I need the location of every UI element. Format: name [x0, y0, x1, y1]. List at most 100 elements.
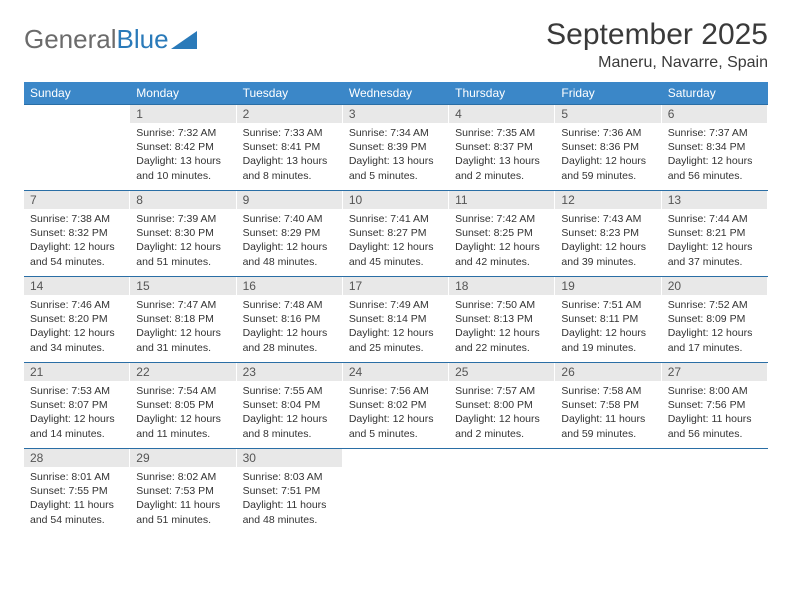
day-details: Sunrise: 7:57 AMSunset: 8:00 PMDaylight:… [449, 381, 555, 445]
sunset-line: Sunset: 8:13 PM [455, 312, 549, 326]
daylight-line: Daylight: 11 hours and 59 minutes. [561, 412, 655, 440]
day-number: 3 [343, 105, 449, 123]
daylight-line: Daylight: 12 hours and 11 minutes. [136, 412, 230, 440]
sunset-line: Sunset: 8:32 PM [30, 226, 124, 240]
day-details: Sunrise: 7:58 AMSunset: 7:58 PMDaylight:… [555, 381, 661, 445]
sunrise-line: Sunrise: 7:57 AM [455, 384, 549, 398]
day-details: Sunrise: 8:03 AMSunset: 7:51 PMDaylight:… [237, 467, 343, 531]
daylight-line: Daylight: 12 hours and 45 minutes. [349, 240, 443, 268]
sunrise-line: Sunrise: 7:38 AM [30, 212, 124, 226]
day-details: Sunrise: 7:53 AMSunset: 8:07 PMDaylight:… [24, 381, 130, 445]
daylight-line: Daylight: 12 hours and 39 minutes. [561, 240, 655, 268]
day-details: Sunrise: 8:02 AMSunset: 7:53 PMDaylight:… [130, 467, 236, 531]
day-cell: 19Sunrise: 7:51 AMSunset: 8:11 PMDayligh… [555, 277, 661, 363]
daylight-line: Daylight: 12 hours and 19 minutes. [561, 326, 655, 354]
day-details: Sunrise: 7:33 AMSunset: 8:41 PMDaylight:… [237, 123, 343, 187]
day-details: Sunrise: 7:39 AMSunset: 8:30 PMDaylight:… [130, 209, 236, 273]
daylight-line: Daylight: 11 hours and 51 minutes. [136, 498, 230, 526]
day-cell: 30Sunrise: 8:03 AMSunset: 7:51 PMDayligh… [237, 449, 343, 535]
sunset-line: Sunset: 8:27 PM [349, 226, 443, 240]
day-cell: 11Sunrise: 7:42 AMSunset: 8:25 PMDayligh… [449, 191, 555, 277]
daylight-line: Daylight: 13 hours and 10 minutes. [136, 154, 230, 182]
daylight-line: Daylight: 11 hours and 48 minutes. [243, 498, 337, 526]
day-number: 21 [24, 363, 130, 381]
sunset-line: Sunset: 8:42 PM [136, 140, 230, 154]
sunrise-line: Sunrise: 7:32 AM [136, 126, 230, 140]
day-number: 13 [662, 191, 768, 209]
day-details: Sunrise: 7:44 AMSunset: 8:21 PMDaylight:… [662, 209, 768, 273]
day-details: Sunrise: 7:37 AMSunset: 8:34 PMDaylight:… [662, 123, 768, 187]
sunset-line: Sunset: 8:05 PM [136, 398, 230, 412]
weekday-header: Sunday [24, 82, 130, 105]
sunset-line: Sunset: 8:25 PM [455, 226, 549, 240]
day-number: 18 [449, 277, 555, 295]
daylight-line: Daylight: 12 hours and 5 minutes. [349, 412, 443, 440]
day-cell: 5Sunrise: 7:36 AMSunset: 8:36 PMDaylight… [555, 105, 661, 191]
sunrise-line: Sunrise: 7:40 AM [243, 212, 337, 226]
day-number: 24 [343, 363, 449, 381]
daylight-line: Daylight: 12 hours and 54 minutes. [30, 240, 124, 268]
daylight-line: Daylight: 13 hours and 8 minutes. [243, 154, 337, 182]
daylight-line: Daylight: 12 hours and 14 minutes. [30, 412, 124, 440]
day-details: Sunrise: 7:52 AMSunset: 8:09 PMDaylight:… [662, 295, 768, 359]
calendar-page: GeneralBlue September 2025 Maneru, Navar… [0, 0, 792, 535]
day-cell: 1 Sunrise: 7:32 AMSunset: 8:42 PMDaylight… [130, 105, 236, 191]
day-details: Sunrise: 7:47 AMSunset: 8:18 PMDaylight:… [130, 295, 236, 359]
day-number: 2 [237, 105, 343, 123]
sunset-line: Sunset: 8:34 PM [668, 140, 762, 154]
day-details: Sunrise: 7:34 AMSunset: 8:39 PMDaylight:… [343, 123, 449, 187]
sunset-line: Sunset: 7:56 PM [668, 398, 762, 412]
sunrise-line: Sunrise: 7:44 AM [668, 212, 762, 226]
weekday-header: Wednesday [343, 82, 449, 105]
day-cell: 29Sunrise: 8:02 AMSunset: 7:53 PMDayligh… [130, 449, 236, 535]
sunrise-line: Sunrise: 7:55 AM [243, 384, 337, 398]
day-details: Sunrise: 7:41 AMSunset: 8:27 PMDaylight:… [343, 209, 449, 273]
day-cell: 15Sunrise: 7:47 AMSunset: 8:18 PMDayligh… [130, 277, 236, 363]
weekday-header: Monday [130, 82, 236, 105]
sunrise-line: Sunrise: 8:02 AM [136, 470, 230, 484]
day-details: Sunrise: 7:51 AMSunset: 8:11 PMDaylight:… [555, 295, 661, 359]
sunset-line: Sunset: 8:30 PM [136, 226, 230, 240]
sunrise-line: Sunrise: 7:41 AM [349, 212, 443, 226]
calendar-header-row: SundayMondayTuesdayWednesdayThursdayFrid… [24, 82, 768, 105]
day-details: Sunrise: 7:38 AMSunset: 8:32 PMDaylight:… [24, 209, 130, 273]
day-cell: 8Sunrise: 7:39 AMSunset: 8:30 PMDaylight… [130, 191, 236, 277]
sunrise-line: Sunrise: 7:54 AM [136, 384, 230, 398]
weekday-header: Saturday [662, 82, 768, 105]
day-number: 10 [343, 191, 449, 209]
month-title: September 2025 [546, 18, 768, 52]
day-number: 19 [555, 277, 661, 295]
day-details: Sunrise: 7:54 AMSunset: 8:05 PMDaylight:… [130, 381, 236, 445]
sunset-line: Sunset: 8:02 PM [349, 398, 443, 412]
day-details: Sunrise: 7:48 AMSunset: 8:16 PMDaylight:… [237, 295, 343, 359]
daylight-line: Daylight: 12 hours and 48 minutes. [243, 240, 337, 268]
day-cell: 14Sunrise: 7:46 AMSunset: 8:20 PMDayligh… [24, 277, 130, 363]
sunrise-line: Sunrise: 7:33 AM [243, 126, 337, 140]
empty-cell [449, 449, 555, 535]
day-number: 23 [237, 363, 343, 381]
sunrise-line: Sunrise: 7:50 AM [455, 298, 549, 312]
sunrise-line: Sunrise: 8:03 AM [243, 470, 337, 484]
day-cell: 20Sunrise: 7:52 AMSunset: 8:09 PMDayligh… [662, 277, 768, 363]
day-cell: 28Sunrise: 8:01 AMSunset: 7:55 PMDayligh… [24, 449, 130, 535]
day-cell: 6Sunrise: 7:37 AMSunset: 8:34 PMDaylight… [662, 105, 768, 191]
day-details: Sunrise: 7:49 AMSunset: 8:14 PMDaylight:… [343, 295, 449, 359]
sunrise-line: Sunrise: 8:00 AM [668, 384, 762, 398]
day-details: Sunrise: 7:35 AMSunset: 8:37 PMDaylight:… [449, 123, 555, 187]
day-number: 12 [555, 191, 661, 209]
day-details: Sunrise: 7:46 AMSunset: 8:20 PMDaylight:… [24, 295, 130, 359]
calendar-body: 1Sunrise: 7:32 AMSunset: 8:42 PMDaylight… [24, 105, 768, 535]
sunrise-line: Sunrise: 7:51 AM [561, 298, 655, 312]
sunrise-line: Sunrise: 7:49 AM [349, 298, 443, 312]
weekday-header: Thursday [449, 82, 555, 105]
sunrise-line: Sunrise: 7:52 AM [668, 298, 762, 312]
day-cell: 18Sunrise: 7:50 AMSunset: 8:13 PMDayligh… [449, 277, 555, 363]
day-details: Sunrise: 7:56 AMSunset: 8:02 PMDaylight:… [343, 381, 449, 445]
day-number: 8 [130, 191, 236, 209]
sunset-line: Sunset: 8:29 PM [243, 226, 337, 240]
sunset-line: Sunset: 7:58 PM [561, 398, 655, 412]
location-text: Maneru, Navarre, Spain [546, 54, 768, 72]
day-number: 1 [130, 105, 236, 123]
daylight-line: Daylight: 12 hours and 37 minutes. [668, 240, 762, 268]
sunrise-line: Sunrise: 7:35 AM [455, 126, 549, 140]
